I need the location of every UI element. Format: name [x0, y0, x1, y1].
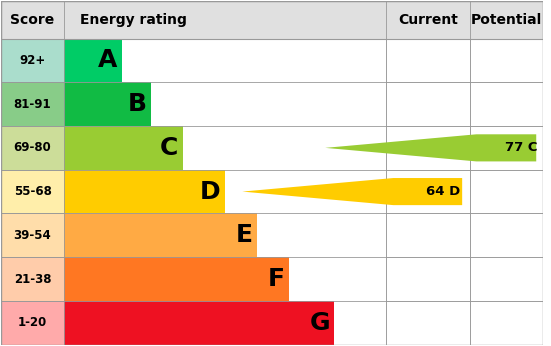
Text: Score: Score: [10, 13, 55, 27]
Bar: [2, 170, 64, 213]
Text: Current: Current: [398, 13, 458, 27]
Text: 69-80: 69-80: [14, 142, 51, 154]
Bar: [64, 213, 257, 257]
Text: A: A: [98, 48, 117, 72]
Bar: [469, 301, 543, 345]
Bar: [469, 170, 543, 213]
Polygon shape: [325, 134, 536, 162]
Bar: [2, 257, 64, 301]
Bar: [469, 257, 543, 301]
Bar: [150, 82, 386, 126]
Bar: [386, 126, 469, 170]
Bar: [469, 126, 543, 170]
Bar: [2, 82, 64, 126]
Text: B: B: [127, 92, 147, 116]
Bar: [469, 213, 543, 257]
Text: G: G: [309, 311, 330, 335]
Text: 64 D: 64 D: [426, 185, 460, 198]
Text: 77 C: 77 C: [505, 142, 538, 154]
Text: D: D: [200, 180, 220, 203]
Bar: [289, 257, 386, 301]
Bar: [334, 301, 386, 345]
Bar: [2, 38, 64, 82]
Bar: [2, 1, 543, 38]
Polygon shape: [242, 178, 462, 205]
Bar: [64, 257, 289, 301]
Text: 92+: 92+: [19, 54, 46, 67]
Bar: [386, 257, 469, 301]
Bar: [225, 170, 386, 213]
Text: Energy rating: Energy rating: [80, 13, 187, 27]
Bar: [386, 38, 469, 82]
Bar: [183, 126, 386, 170]
Bar: [2, 126, 64, 170]
Bar: [257, 213, 386, 257]
Bar: [386, 170, 469, 213]
Bar: [386, 82, 469, 126]
Text: F: F: [268, 267, 285, 291]
Bar: [386, 301, 469, 345]
Bar: [2, 301, 64, 345]
Text: 39-54: 39-54: [14, 229, 51, 242]
Bar: [64, 38, 122, 82]
Bar: [386, 213, 469, 257]
Bar: [64, 82, 150, 126]
Text: C: C: [160, 136, 179, 160]
Text: 21-38: 21-38: [14, 273, 51, 285]
Bar: [64, 170, 225, 213]
Text: 81-91: 81-91: [14, 98, 51, 111]
Text: 1-20: 1-20: [18, 316, 47, 329]
Text: Potential: Potential: [471, 13, 542, 27]
Bar: [469, 38, 543, 82]
Bar: [469, 82, 543, 126]
Text: E: E: [236, 223, 252, 247]
Bar: [2, 213, 64, 257]
Bar: [64, 126, 183, 170]
Bar: [64, 301, 334, 345]
Text: 55-68: 55-68: [14, 185, 51, 198]
Bar: [122, 38, 386, 82]
